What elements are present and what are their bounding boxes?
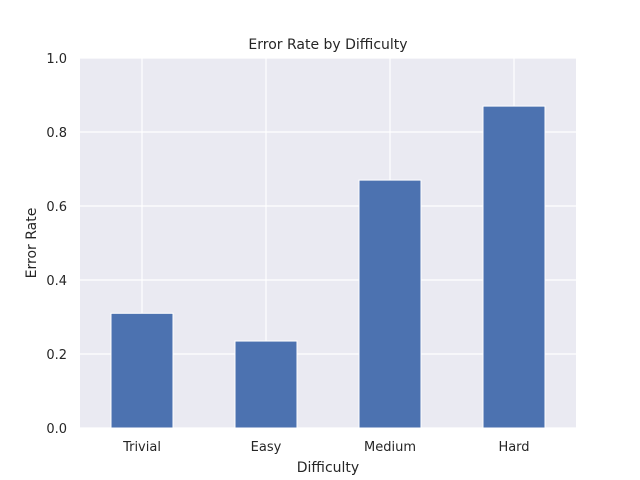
x-tick-label: Trivial xyxy=(122,440,161,455)
chart-title: Error Rate by Difficulty xyxy=(248,37,407,53)
x-tick-label: Hard xyxy=(498,440,529,455)
bar-trivial xyxy=(110,312,174,429)
y-tick-label: 1.0 xyxy=(46,52,67,67)
bar-hard xyxy=(482,105,546,429)
y-tick-label: 0.2 xyxy=(46,348,67,363)
y-tick-label: 0.4 xyxy=(46,274,67,289)
y-tick-label: 0.8 xyxy=(46,126,67,141)
x-tick-label: Medium xyxy=(364,440,416,455)
bar-medium xyxy=(358,179,422,429)
x-axis-ticks: Trivial Easy Medium Hard xyxy=(122,440,530,455)
y-axis-ticks: 0.0 0.2 0.4 0.6 0.8 1.0 xyxy=(46,52,67,437)
x-tick-label: Easy xyxy=(251,440,282,455)
y-tick-label: 0.0 xyxy=(46,422,67,437)
bar-easy xyxy=(234,340,298,429)
bars xyxy=(110,105,546,429)
y-axis-label: Error Rate xyxy=(24,208,40,279)
y-tick-label: 0.6 xyxy=(46,200,67,215)
x-axis-label: Difficulty xyxy=(297,460,359,476)
